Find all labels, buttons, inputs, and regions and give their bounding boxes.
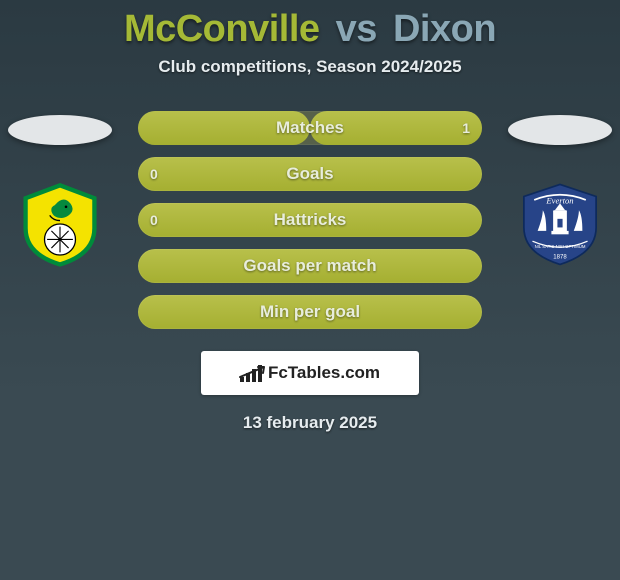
stat-hattricks-label: Hattricks — [274, 210, 347, 230]
stat-mpg-label: Min per goal — [260, 302, 360, 322]
stat-pill-hattricks: 0 Hattricks — [138, 203, 482, 237]
arrow-up-icon — [238, 365, 268, 379]
stat-pill-gpm: Goals per match — [138, 249, 482, 283]
comparison-row: Matches 1 0 Goals 0 Hattricks Goals per … — [0, 111, 620, 329]
stat-hattricks-left-value: 0 — [150, 212, 158, 228]
page-root: McConville vs Dixon Club competitions, S… — [0, 0, 620, 580]
stat-pill-stack: Matches 1 0 Goals 0 Hattricks Goals per … — [120, 111, 500, 329]
stat-goals-left-value: 0 — [150, 166, 158, 182]
right-player-col: Everton NIL SATIS NISI OPTIMUM 1878 — [500, 111, 620, 267]
stat-pill-mpg: Min per goal — [138, 295, 482, 329]
logo-text: FcTables.com — [268, 363, 380, 383]
stat-matches-right-value: 1 — [462, 120, 470, 136]
vs-separator: vs — [336, 8, 377, 51]
player1-photo-placeholder — [8, 115, 112, 145]
subtitle: Club competitions, Season 2024/2025 — [0, 57, 620, 77]
stat-pill-goals: 0 Goals — [138, 157, 482, 191]
left-player-col — [0, 111, 120, 267]
player2-photo-placeholder — [508, 115, 612, 145]
everton-motto: NIL SATIS NISI OPTIMUM — [535, 244, 586, 249]
everton-crest-text: Everton — [545, 195, 573, 205]
everton-year: 1878 — [553, 254, 567, 260]
everton-crest: Everton NIL SATIS NISI OPTIMUM 1878 — [517, 181, 603, 267]
content-area: McConville vs Dixon Club competitions, S… — [0, 0, 620, 433]
bar-chart-icon — [240, 364, 264, 382]
page-title: McConville vs Dixon — [0, 0, 620, 51]
stat-pill-matches: Matches 1 — [138, 111, 482, 145]
stat-goals-label: Goals — [286, 164, 333, 184]
update-date: 13 february 2025 — [0, 413, 620, 433]
stat-matches-label: Matches — [276, 118, 344, 138]
player2-name: Dixon — [393, 8, 496, 51]
norwich-city-crest — [17, 181, 103, 267]
fctables-logo[interactable]: FcTables.com — [201, 351, 419, 395]
player1-name: McConville — [124, 8, 320, 51]
stat-gpm-label: Goals per match — [243, 256, 376, 276]
